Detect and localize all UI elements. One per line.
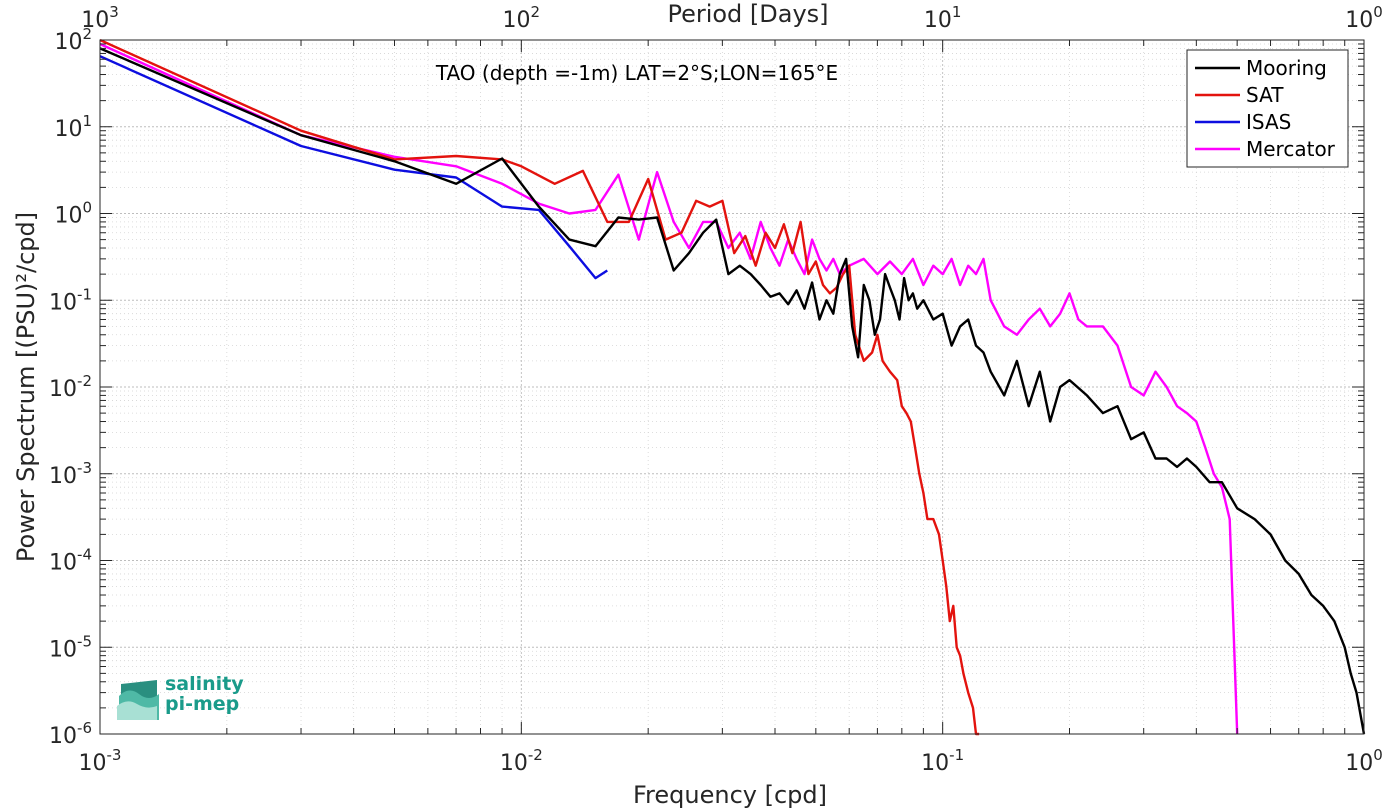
series-layer: [99, 38, 1366, 736]
y-tick-label: 10-6: [49, 719, 92, 749]
y-tick-label: 10-5: [49, 632, 92, 662]
legend: Mooring SAT ISAS Mercator: [1186, 49, 1349, 168]
top-tick-label: 102: [503, 3, 541, 33]
x-tick-labels: 10-3 10-2 10-1 100: [79, 746, 1383, 776]
logo-line-1: salinity: [165, 673, 244, 695]
logo-text: salinity pi-mep: [165, 674, 244, 714]
top-axis-label: Period [Days]: [667, 0, 828, 28]
y-tick-label: 10-2: [49, 372, 92, 402]
top-tick-label: 103: [81, 3, 119, 33]
y-tick-label: 102: [54, 25, 92, 55]
salinity-pi-mep-logo: salinity pi-mep: [117, 674, 247, 720]
x-tick-label: 10-1: [921, 746, 964, 776]
top-tick-label: 100: [1345, 3, 1383, 33]
series-line-mooring: [99, 47, 1366, 735]
y-axis-label: Power Spectrum [(PSU)²/cpd]: [12, 212, 40, 562]
logo-line-2: pi-mep: [165, 693, 240, 715]
y-tick-label: 101: [54, 112, 92, 142]
chart-title: TAO (depth =-1m) LAT=2°S;LON=165°E: [435, 61, 838, 85]
series-line-isas: [99, 55, 608, 280]
top-tick-label: 101: [924, 3, 962, 33]
y-tick-label: 10-1: [49, 285, 92, 315]
legend-label-mooring: Mooring: [1246, 56, 1327, 80]
y-tick-label: 10-3: [49, 459, 92, 489]
waves-logo-icon: [117, 680, 159, 720]
y-tick-labels: 102 101 100 10-1 10-2 10-3 10-4 10-5 10-6: [49, 25, 92, 749]
legend-label-sat: SAT: [1246, 83, 1284, 107]
legend-label-mercator: Mercator: [1246, 137, 1336, 161]
legend-label-isas: ISAS: [1246, 110, 1291, 134]
tick-marks: [99, 39, 1365, 735]
x-tick-label: 10-2: [500, 746, 543, 776]
y-tick-label: 10-4: [49, 546, 92, 576]
y-tick-label: 100: [54, 199, 92, 229]
top-tick-labels: 103 102 101 100: [81, 3, 1383, 33]
legend-box: [1186, 49, 1349, 168]
x-tick-label: 10-3: [79, 746, 122, 776]
x-tick-label: 100: [1345, 746, 1383, 776]
x-axis-label: Frequency [cpd]: [633, 781, 827, 809]
series-line-mercator: [99, 42, 1239, 735]
